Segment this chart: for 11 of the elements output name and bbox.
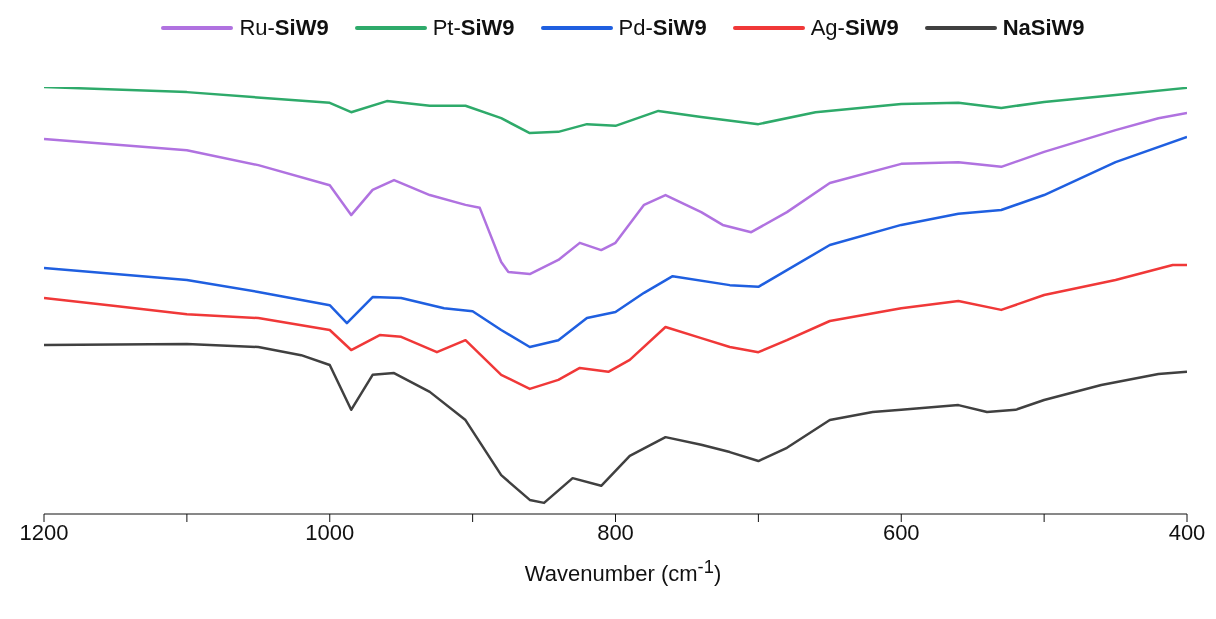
legend-label: Ag-SiW9	[810, 15, 899, 41]
x-tick-label: 1200	[19, 519, 69, 545]
legend-label: Ru-SiW9	[239, 15, 329, 41]
x-tick-label: 800	[597, 519, 634, 545]
legend-label: Pd-SiW9	[618, 15, 707, 41]
x-tick-label: 600	[882, 519, 920, 545]
x-axis-title: Wavenumber (cm$^{-1}$)	[523, 556, 723, 588]
x-tick-label: 1000	[305, 519, 355, 545]
legend-label: NaSiW9	[1002, 15, 1085, 41]
x-tick-label: 400	[1168, 519, 1206, 545]
legend-label: Pt-SiW9	[432, 15, 515, 41]
